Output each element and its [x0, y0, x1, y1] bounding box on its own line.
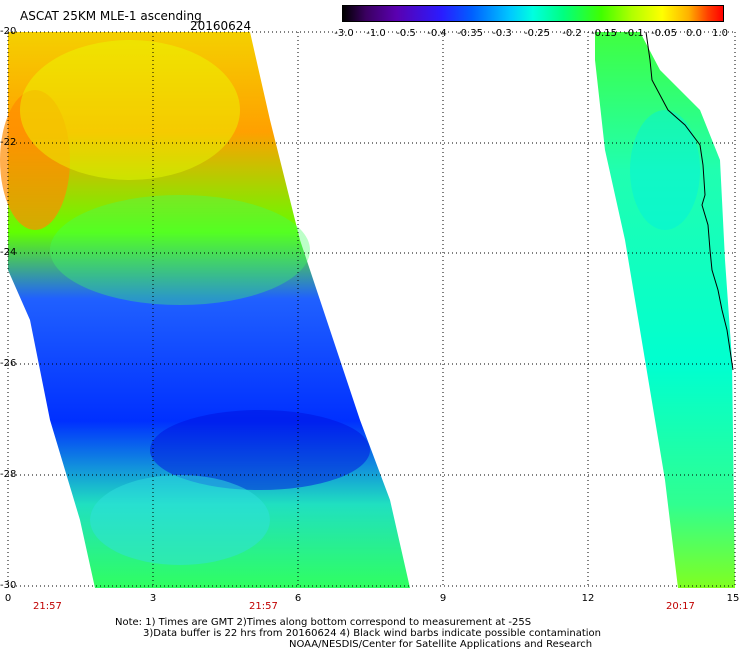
y-tick-label: -26 [0, 358, 17, 369]
colorbar-label: -0.5 [396, 28, 416, 39]
coastline [645, 31, 734, 371]
x-tick-label: 15 [726, 593, 740, 604]
left-swath-yellow-patch [20, 40, 240, 180]
y-tick-label: -24 [0, 247, 17, 258]
pass-time-label: 21:57 [249, 601, 278, 612]
map-title: ASCAT 25KM MLE-1 ascending [20, 9, 202, 23]
left-swath-blue-core [150, 410, 370, 490]
left-swath-orange-patch [0, 90, 70, 230]
pass-time-label: 20:17 [666, 601, 695, 612]
colorbar-label: -1.0 [366, 28, 386, 39]
left-swath-green-patch [50, 195, 310, 305]
pass-time-label: 21:57 [33, 601, 62, 612]
y-tick-label: -20 [0, 26, 17, 37]
y-tick-label: -30 [0, 580, 17, 591]
note-line-1: Note: 1) Times are GMT 2)Times along bot… [115, 617, 532, 628]
x-tick-label: 9 [439, 593, 447, 604]
colorbar-label: -3.0 [334, 28, 354, 39]
colorbar-label: -0.4 [427, 28, 447, 39]
colorbar-label: 1.0 [712, 28, 728, 39]
colorbar-label: -0.35 [457, 28, 483, 39]
x-tick-label: 12 [581, 593, 595, 604]
x-tick-label: 0 [4, 593, 12, 604]
map-date: 20160624 [190, 19, 252, 33]
x-tick-label: 6 [294, 593, 302, 604]
colorbar-label: -0.05 [651, 28, 677, 39]
colorbar-label: -0.25 [524, 28, 550, 39]
colorbar-label: -0.1 [624, 28, 644, 39]
x-tick-label: 3 [149, 593, 157, 604]
colorbar [342, 5, 724, 22]
grid-lines [7, 31, 736, 588]
colorbar-label: 0.0 [686, 28, 702, 39]
right-swath-cyan-patch [630, 110, 700, 230]
y-tick-label: -28 [0, 469, 17, 480]
colorbar-label: -0.15 [591, 28, 617, 39]
left-swath-cyan-patch [90, 475, 270, 565]
note-line-2: 3)Data buffer is 22 hrs from 20160624 4)… [143, 628, 601, 639]
note-line-3: NOAA/NESDIS/Center for Satellite Applica… [289, 639, 593, 650]
y-tick-label: -22 [0, 137, 17, 148]
colorbar-label: -0.3 [492, 28, 512, 39]
right-swath [595, 32, 735, 588]
swath-map [0, 31, 736, 588]
colorbar-label: -0.2 [562, 28, 582, 39]
